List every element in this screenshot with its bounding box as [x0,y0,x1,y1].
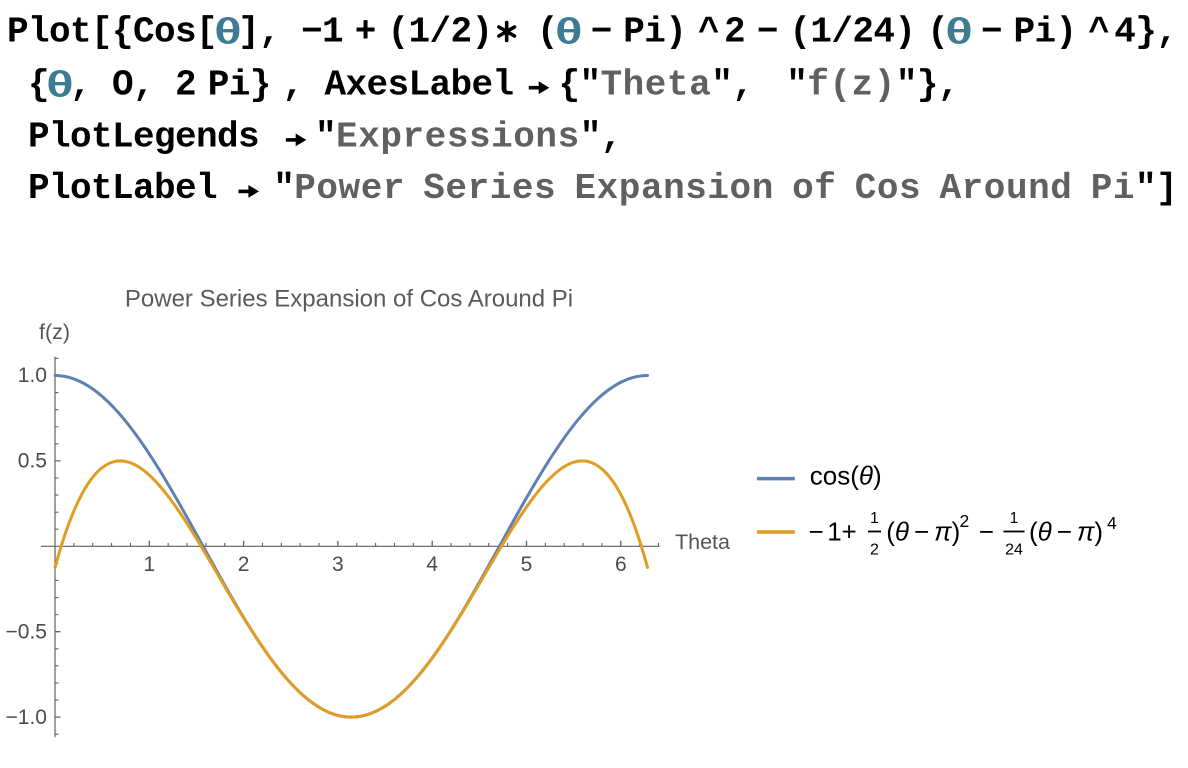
svg-text:f(z): f(z) [39,320,70,344]
svg-text:−: − [979,517,994,547]
svg-text:−: − [809,517,824,547]
svg-text:θ: θ [554,13,582,54]
svg-text:θ: θ [944,13,972,54]
svg-text:4: 4 [1107,513,1117,533]
svg-text:Plot[{Cos[],−1+(1/2)(−Pi)^2−(1: Plot[{Cos[], −1 + (1/2)(− Pi) ^ 2− (1/24)(− Pi) ^… [7,11,1177,52]
svg-text:3: 3 [332,553,344,576]
svg-text:{,O,2Pi},AxesLabel{"Theta","f(: {, O, 2 Pi}, AxesLabel {"Theta", "f(z)"}, [28,65,959,106]
svg-text:0.5: 0.5 [18,450,47,473]
svg-text:2: 2 [238,553,250,576]
svg-text:1: 1 [143,553,155,576]
svg-text:1: 1 [870,510,879,527]
svg-text:(θ−π): (θ − π) [1029,517,1103,547]
svg-text:PlotLegends"Expressions",: PlotLegends "Expressions", [28,117,622,158]
svg-text:θ: θ [45,66,73,107]
svg-text:1.0: 1.0 [18,364,47,387]
svg-text:2: 2 [960,511,970,531]
svg-text:24: 24 [1005,542,1023,559]
svg-text:4: 4 [426,553,438,576]
svg-text:+: + [842,517,857,547]
svg-text:6: 6 [615,553,627,576]
svg-text:1: 1 [827,517,841,547]
svg-text:Theta: Theta [675,530,730,554]
svg-text:cos(θ): cos(θ) [810,461,882,491]
svg-text:−0.5: −0.5 [6,620,47,643]
svg-text:(θ−π): (θ − π) [886,517,960,547]
svg-text:Power Series Expansion of Cos: Power Series Expansion of Cos Around Pi [125,286,573,313]
svg-text:2: 2 [870,542,879,559]
svg-text:1: 1 [1010,510,1019,527]
svg-text:5: 5 [521,553,533,576]
svg-text:−1.0: −1.0 [6,706,47,729]
svg-text:θ: θ [213,13,241,54]
